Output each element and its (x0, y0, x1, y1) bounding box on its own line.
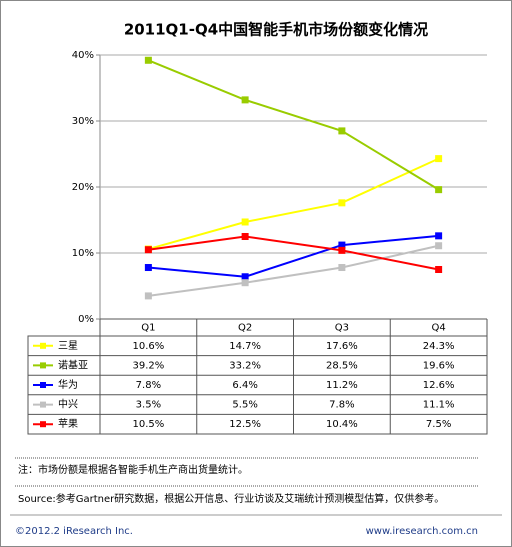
series-line (147, 59, 440, 191)
y-tick-label: 20% (72, 182, 94, 193)
x-tick-label: Q3 (335, 323, 349, 334)
legend-marker (40, 382, 46, 388)
series-line (148, 234, 439, 278)
point (241, 96, 249, 104)
table-value: 3.5% (136, 400, 161, 411)
table-value: 12.6% (423, 380, 455, 391)
y-tick-label: 10% (72, 248, 94, 259)
table-value: 7.8% (136, 380, 161, 391)
table-value: 7.5% (426, 419, 451, 430)
table-value: 5.5% (232, 400, 257, 411)
legend-label: 三星 (58, 340, 78, 352)
table-value: 10.5% (132, 419, 164, 430)
table-value: 14.7% (229, 341, 261, 352)
legend-label: 华为 (58, 378, 78, 391)
legend-marker (40, 421, 46, 428)
y-tick-label: 30% (72, 116, 94, 127)
point (338, 264, 346, 272)
x-tick-label: Q4 (432, 323, 446, 334)
point (241, 233, 249, 240)
table-value: 10.6% (132, 341, 164, 352)
table-value: 12.5% (229, 419, 261, 430)
table-value: 33.2% (229, 360, 261, 371)
point (338, 127, 346, 135)
series-line (148, 157, 440, 251)
point (435, 242, 443, 250)
table-value: 11.2% (326, 380, 358, 391)
legend-label: 苹果 (58, 417, 78, 430)
note: 注：市场份额是根据各智能手机生产商出货量统计。 (18, 463, 248, 476)
series-line (148, 244, 439, 297)
table-value: 7.8% (329, 400, 354, 411)
point (241, 273, 249, 281)
table-value: 11.1% (423, 400, 455, 411)
legend-label: 诺基亚 (58, 358, 88, 371)
point (435, 232, 443, 240)
table-value: 6.4% (232, 380, 257, 391)
point (144, 264, 152, 272)
chart-title: 2011Q1-Q4中国智能手机市场份额变化情况 (124, 21, 428, 39)
legend-marker (40, 401, 46, 408)
source: Source:参考Gartner研究数据，根据公开信息、行业访谈及艾瑞统计预测模… (18, 492, 444, 505)
legend-marker (40, 342, 46, 349)
table-value: 17.6% (326, 341, 358, 352)
y-tick-label: 0% (78, 314, 94, 325)
point (144, 292, 152, 300)
y-tick-label: 40% (72, 50, 94, 61)
table-value: 10.4% (326, 419, 358, 430)
series-line (148, 235, 439, 271)
table-value: 39.2% (132, 360, 164, 371)
point (241, 279, 249, 287)
point (144, 56, 152, 64)
point (435, 266, 443, 273)
point (338, 241, 346, 249)
point (144, 246, 152, 254)
legend-marker (40, 362, 46, 369)
table-value: 28.5% (326, 360, 358, 371)
legend-label: 中兴 (58, 398, 78, 411)
point (241, 218, 249, 226)
website: www.iresearch.com.cn (366, 526, 478, 537)
point (435, 186, 443, 194)
point (338, 199, 346, 207)
copyright: ©2012.2 iResearch Inc. (15, 526, 133, 537)
x-tick-label: Q1 (141, 323, 155, 334)
point (435, 155, 443, 163)
table-value: 24.3% (423, 341, 455, 352)
point (338, 246, 346, 254)
table-value: 19.6% (423, 360, 455, 371)
x-tick-label: Q2 (238, 323, 252, 334)
